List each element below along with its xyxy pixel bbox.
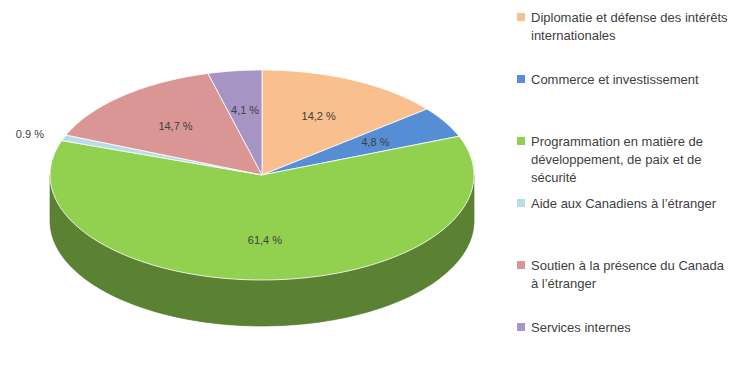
data-label: 14,2 %: [302, 110, 336, 122]
data-label: 4,1 %: [231, 104, 259, 116]
data-label: 0.9 %: [16, 128, 44, 140]
slice: [208, 70, 262, 175]
legend-line: Aide aux Canadiens à l’étranger: [531, 196, 717, 211]
legend-line: sécurité: [531, 170, 577, 185]
data-label: 4,8 %: [361, 136, 389, 148]
legend-line: à l’étranger: [531, 276, 597, 291]
legend-swatch: [517, 323, 525, 331]
legend-swatch: [517, 199, 525, 207]
legend-line: Soutien à la présence du Canada: [531, 258, 725, 273]
legend-swatch: [517, 13, 525, 21]
legend-line: internationales: [531, 28, 616, 43]
legend-label: Aide aux Canadiens à l’étranger: [531, 196, 717, 211]
legend-swatch: [517, 75, 525, 83]
chart: 14,2 % 4,8 % 61,4 % 0.9 % 14,7 % 4,1 % Diploma…: [0, 0, 740, 384]
legend-swatch: [517, 137, 525, 145]
legend-line: Diplomatie et défense des intérêts: [531, 10, 728, 25]
legend-line: développement, de paix et de: [531, 152, 702, 167]
legend-swatch: [517, 261, 525, 269]
legend-label: Services internes: [531, 320, 631, 335]
legend: Diplomatie et défense des intérêts intern…: [517, 10, 728, 335]
legend-label: Programmation en matière de développement…: [531, 134, 703, 185]
legend-label: Commerce et investissement: [531, 72, 699, 87]
pie-tops: [50, 70, 474, 280]
legend-label: Diplomatie et défense des intérêts intern…: [531, 10, 728, 43]
data-label: 14,7 %: [158, 120, 192, 132]
data-label: 61,4 %: [248, 234, 282, 246]
data-labels: 14,2 % 4,8 % 61,4 % 0.9 % 14,7 % 4,1 %: [16, 104, 390, 246]
legend-line: Programmation en matière de: [531, 134, 703, 149]
legend-line: Services internes: [531, 320, 631, 335]
legend-label: Soutien à la présence du Canada à l’étran…: [531, 258, 725, 291]
legend-line: Commerce et investissement: [531, 72, 699, 87]
